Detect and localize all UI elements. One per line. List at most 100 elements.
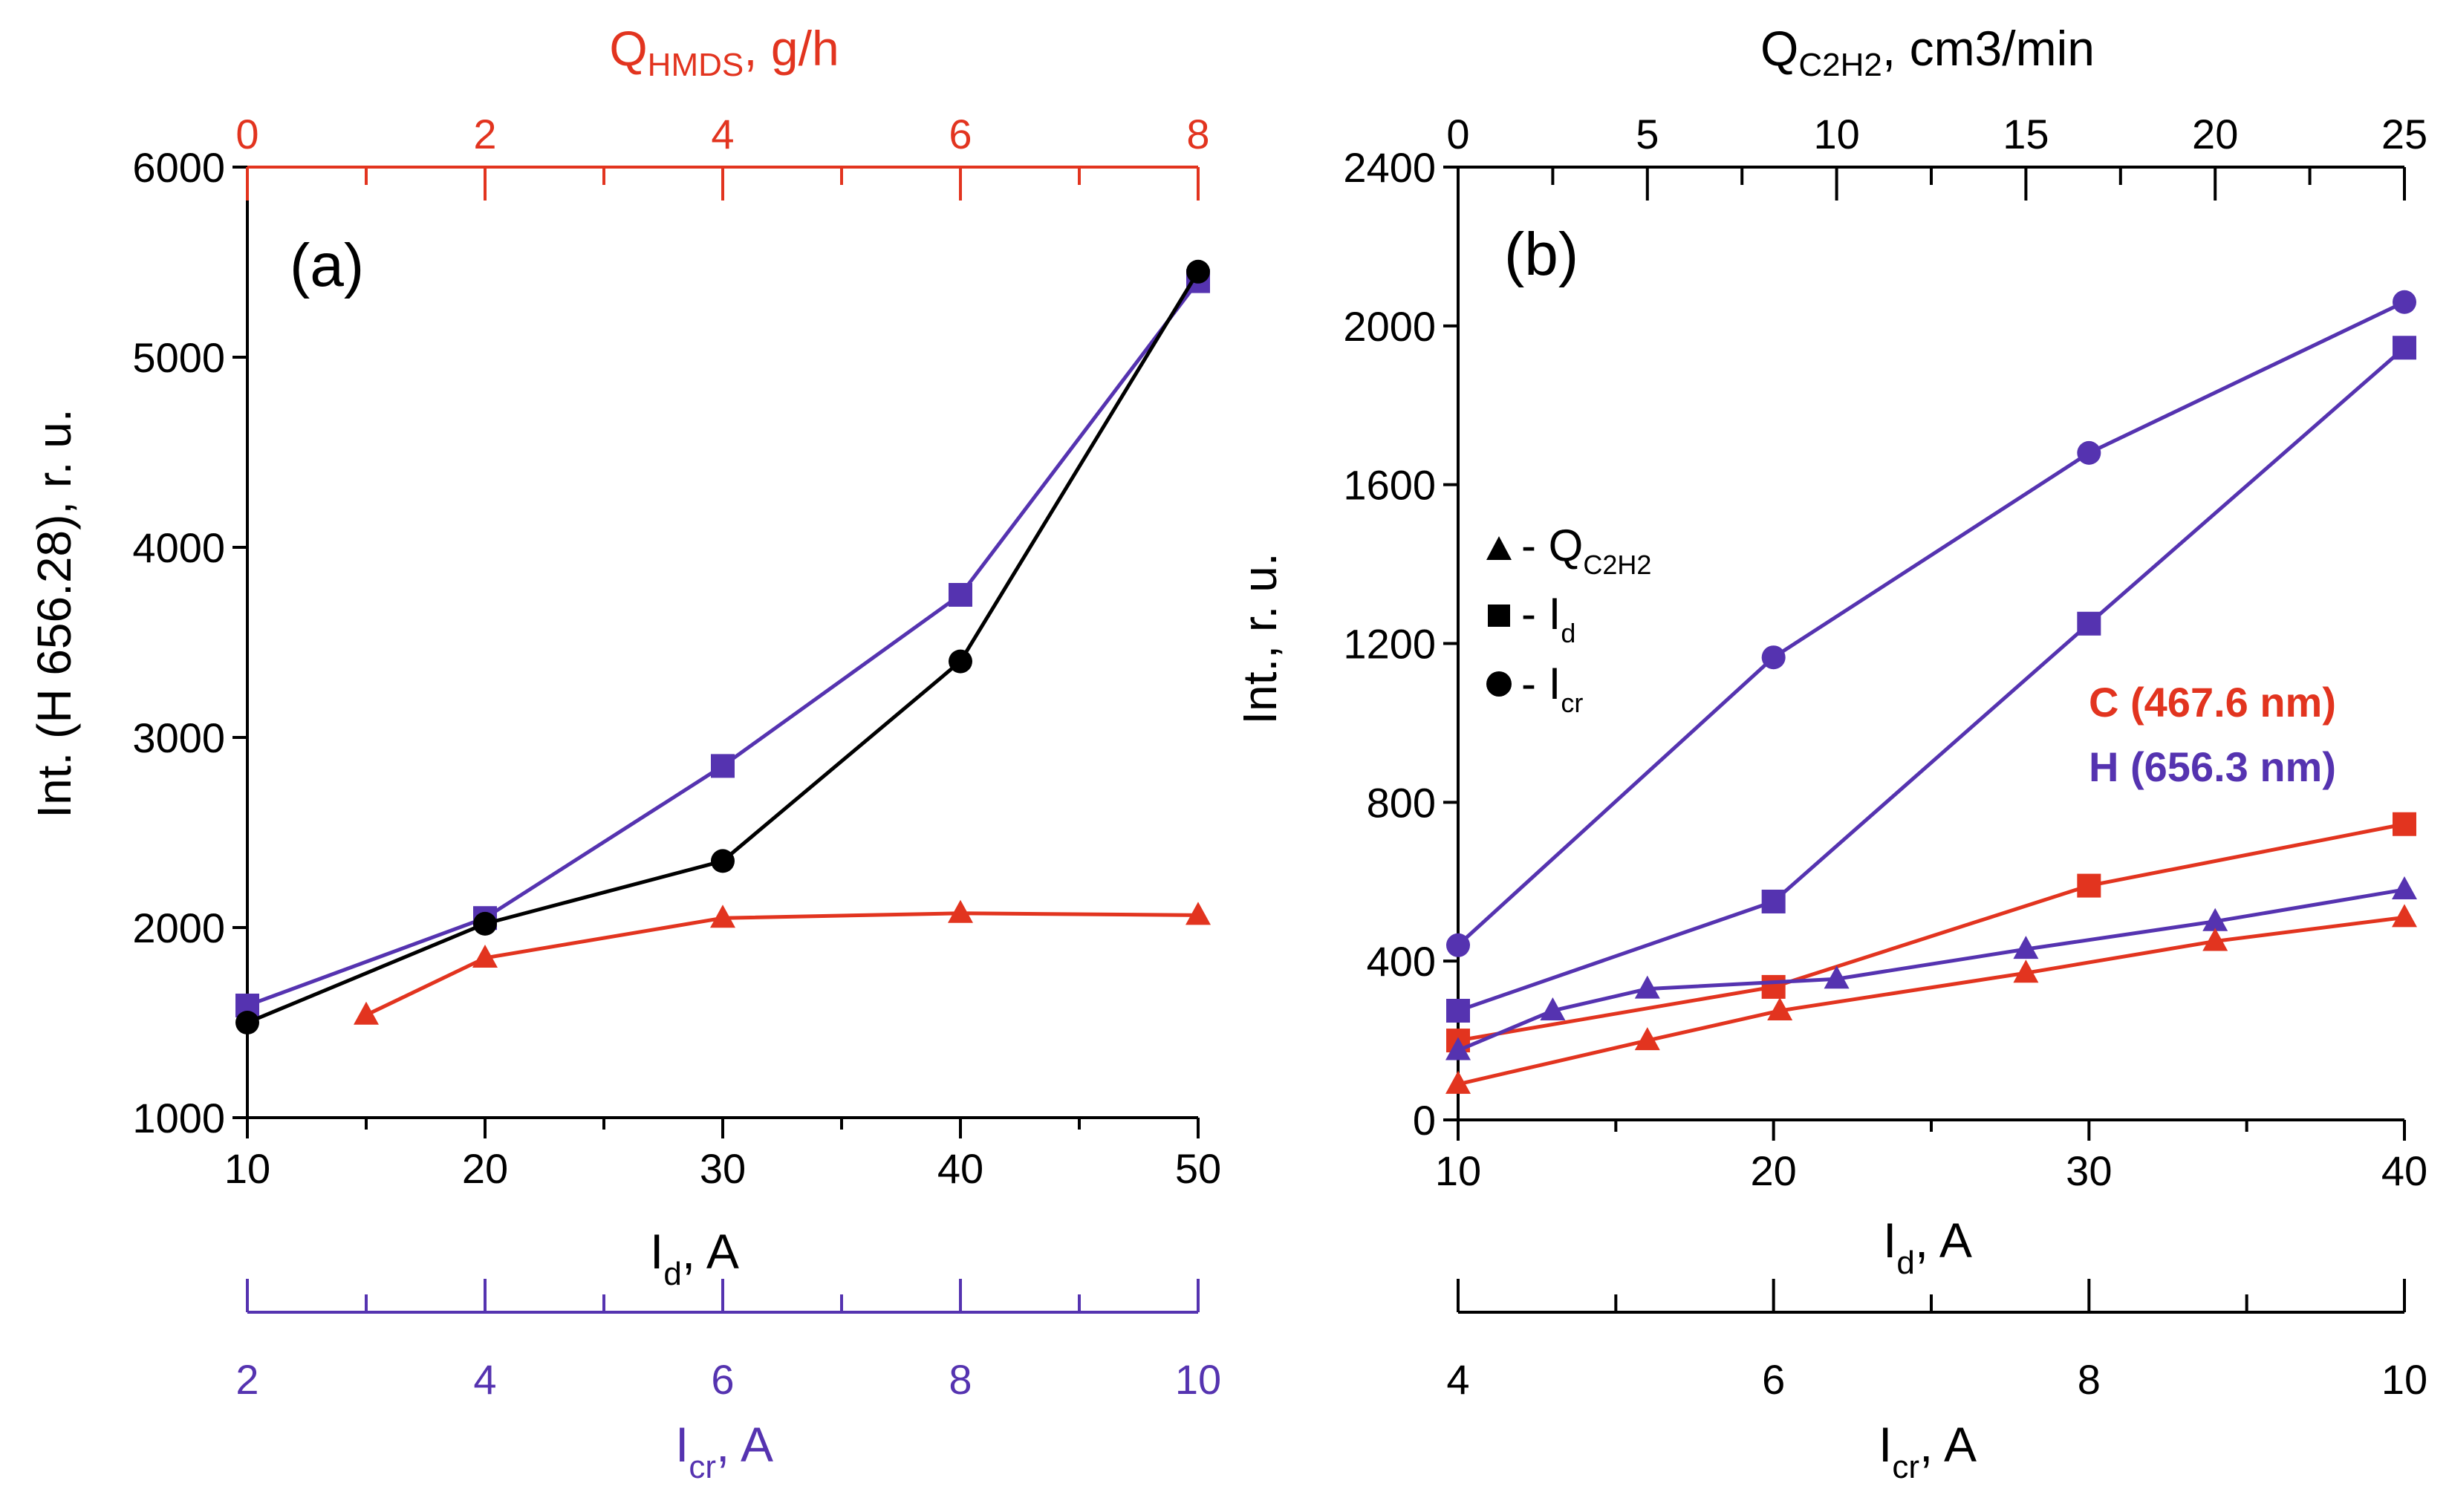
a-series-qhmds-point: [472, 944, 498, 968]
b-icr-tick-label: 6: [1762, 1356, 1785, 1403]
panel-b-legend: - QC2H2 - Id - Icr: [1486, 521, 1651, 718]
a-y-tick-label: 1000: [132, 1095, 225, 1141]
b-series-c-qc2h2-point: [2202, 928, 2228, 951]
a-series-icr-point: [711, 849, 735, 873]
b-y-tick-label: 2000: [1343, 303, 1436, 350]
b-series-h-id-point: [2077, 611, 2101, 636]
panel-b-bottom-axis-label: Id, A: [1883, 1213, 1972, 1281]
b-y-tick-label: 1200: [1343, 621, 1436, 668]
panel-b-y-axis-label: Int., r. u.: [1233, 553, 1287, 724]
panel-b-top-axis-label: QC2H2, cm3/min: [1760, 21, 2095, 83]
b-series-h-id-line: [1457, 346, 2406, 1013]
a-icr-tick-label: 4: [473, 1356, 496, 1403]
b-series-c-id-point: [2077, 873, 2101, 898]
b-series-c-qc2h2-line: [1457, 915, 2405, 1086]
b-y-tick-label: 400: [1367, 938, 1436, 985]
a-y-tick-label: 2000: [132, 905, 225, 951]
b-y-tick-label: 2400: [1343, 144, 1436, 191]
b-series-c-qc2h2-point: [1445, 1070, 1471, 1094]
a-x-tick-label: 40: [937, 1145, 983, 1192]
a-top-tick-label: 8: [1186, 111, 1209, 157]
a-series-icr-point: [235, 1011, 259, 1034]
b-series-h-qc2h2-point: [1634, 975, 1660, 999]
a-series-id-point: [711, 754, 735, 778]
panel-a-label: (a): [290, 232, 364, 299]
a-series-qhmds-point: [1186, 902, 1211, 925]
a-x-tick-label: 50: [1175, 1145, 1221, 1192]
panel-b-label: (b): [1504, 221, 1578, 288]
a-y-tick-label: 5000: [132, 334, 225, 381]
panel-a-icr-axis-label: Icr, A: [675, 1417, 773, 1485]
b-series-h-id-point: [1446, 998, 1470, 1023]
b-series-h-id-point: [2393, 336, 2416, 360]
b-series-h-icr-point: [2393, 290, 2416, 314]
b-series-h-qc2h2-point: [2392, 876, 2417, 899]
a-series-id-point: [949, 583, 972, 607]
a-top-tick-label: 6: [949, 111, 972, 157]
a-series-qhmds-point: [948, 899, 973, 923]
a-y-tick-label: 6000: [132, 144, 225, 191]
a-icr-tick-label: 2: [235, 1356, 258, 1403]
annotation-hydrogen-line: H (656.3 nm): [2089, 743, 2336, 790]
b-top-tick-label: 5: [1636, 111, 1659, 157]
b-x-tick-label: 20: [1751, 1147, 1797, 1194]
b-series-c-qc2h2-point: [1634, 1027, 1660, 1051]
panel-b-icr-axis-label: Icr, A: [1879, 1417, 1977, 1485]
b-x-tick-label: 30: [2066, 1147, 2112, 1194]
b-top-tick-label: 10: [1813, 111, 1859, 157]
b-series-h-qc2h2-point: [2202, 907, 2228, 931]
legend-square-marker: [1488, 605, 1510, 627]
b-series-h-id-point: [1761, 889, 1786, 913]
b-series-h-qc2h2-point: [1445, 1037, 1471, 1060]
panel-a-y-axis-label: Int. (H 656.28), r. u.: [27, 408, 81, 818]
b-series-c-qc2h2-point: [2013, 959, 2039, 983]
b-y-tick-label: 800: [1367, 779, 1436, 826]
b-series-c-id-point: [2393, 812, 2416, 836]
a-icr-tick-label: 6: [711, 1356, 734, 1403]
legend-triangle-marker: [1486, 536, 1512, 560]
panel-a: 1000 2000 3000 4000 5000 6000 10 20 30 40 50 0 2 4 6 8 2…: [27, 21, 1221, 1485]
a-series-id-line: [247, 280, 1200, 1008]
b-series-c-id-line: [1457, 822, 2405, 1043]
a-series-qhmds-point: [710, 905, 735, 928]
b-series-h-icr-point: [2077, 440, 2101, 465]
a-icr-tick-label: 10: [1175, 1356, 1221, 1403]
a-x-tick-label: 10: [224, 1145, 270, 1192]
a-series-icr-point: [949, 649, 972, 674]
a-x-tick-label: 20: [462, 1145, 508, 1192]
legend-entry-id: - Id: [1521, 589, 1575, 648]
b-series-c-qc2h2-point: [1767, 997, 1793, 1020]
b-series-h-qc2h2-point: [2013, 936, 2039, 959]
legend-circle-marker: [1486, 671, 1512, 697]
b-icr-tick-label: 10: [2381, 1356, 2427, 1403]
a-top-tick-label: 0: [235, 111, 258, 157]
a-x-tick-label: 30: [700, 1145, 746, 1192]
b-series-h-qc2h2-point: [1824, 965, 1850, 989]
a-y-tick-label: 3000: [132, 714, 225, 761]
b-icr-tick-label: 4: [1446, 1356, 1469, 1403]
b-y-tick-label: 1600: [1343, 462, 1436, 509]
b-series-h-icr-point: [1761, 645, 1786, 670]
b-series-h-icr-point: [1446, 933, 1470, 957]
a-top-tick-label: 2: [473, 111, 496, 157]
b-x-tick-label: 40: [2381, 1147, 2427, 1194]
b-series-c-qc2h2-point: [2392, 904, 2417, 928]
b-top-tick-label: 15: [2003, 111, 2049, 157]
b-series-h-qc2h2-point: [1540, 997, 1566, 1020]
b-top-tick-label: 20: [2192, 111, 2238, 157]
panel-a-bottom-axis-label: Id, A: [650, 1224, 739, 1292]
b-top-tick-label: 0: [1446, 111, 1469, 157]
a-series-qhmds-point: [354, 1001, 379, 1025]
legend-entry-qc2h2: - QC2H2: [1521, 521, 1651, 580]
b-series-h-qc2h2-line: [1457, 887, 2405, 1052]
a-top-tick-label: 4: [711, 111, 734, 157]
b-series-h-icr-line: [1457, 300, 2406, 947]
b-x-tick-label: 10: [1435, 1147, 1481, 1194]
b-top-tick-label: 25: [2381, 111, 2427, 157]
panel-a-top-axis-label: QHMDS, g/h: [609, 21, 839, 83]
legend-entry-icr: - Icr: [1521, 659, 1583, 718]
b-icr-tick-label: 8: [2078, 1356, 2101, 1403]
b-y-tick-label: 0: [1413, 1097, 1436, 1144]
